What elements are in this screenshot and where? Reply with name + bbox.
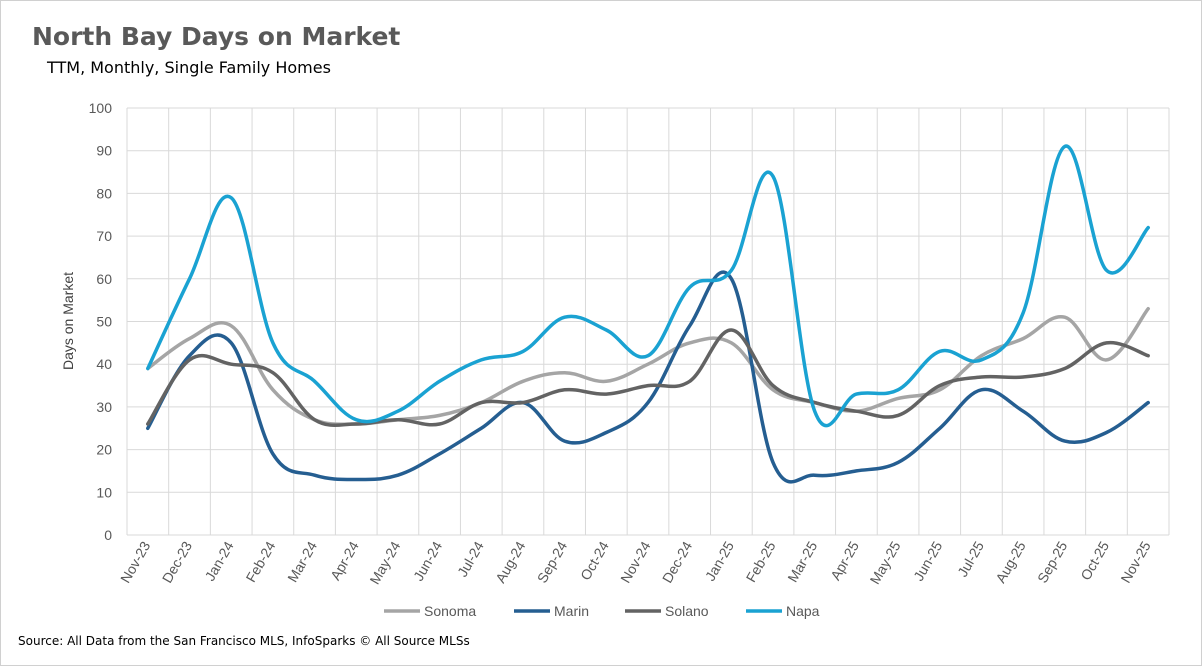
y-tick-label: 30: [96, 399, 112, 415]
x-tick-label: Jan-25: [702, 538, 737, 583]
x-tick-label: Jul-24: [454, 538, 487, 579]
x-tick-label: Jan-24: [202, 538, 237, 583]
series-line-napa: [146, 144, 1150, 428]
x-tick-label: Feb-24: [242, 538, 278, 585]
legend-item-sonoma: Sonoma: [384, 603, 476, 619]
x-tick-label: Dec-23: [159, 538, 196, 585]
legend: Sonoma Marin Solano Napa: [384, 603, 820, 619]
legend-item-napa: Napa: [746, 603, 820, 619]
x-tick-label: Aug-24: [492, 538, 529, 585]
x-tick-label: Nov-25: [1117, 538, 1154, 585]
y-tick-label: 40: [96, 356, 112, 372]
series-lines: [146, 144, 1150, 484]
x-tick-label: Sep-25: [1034, 538, 1071, 585]
x-tick-label: Apr-24: [327, 538, 362, 583]
x-tick-label: Nov-24: [617, 538, 654, 585]
x-tick-label: Nov-23: [117, 538, 154, 585]
y-axis-title: Days on Market: [60, 272, 76, 370]
legend-label: Napa: [786, 603, 820, 619]
source-note: Source: All Data from the San Francisco …: [18, 634, 470, 648]
y-tick-label: 70: [96, 228, 112, 244]
y-tick-label: 90: [96, 143, 112, 159]
x-tick-label: Mar-24: [284, 538, 320, 585]
y-tick-label: 50: [96, 314, 112, 330]
y-tick-label: 20: [96, 442, 112, 458]
x-tick-label: Dec-24: [659, 538, 696, 585]
x-tick-label: Oct-24: [577, 538, 612, 583]
x-tick-label: Jun-25: [910, 538, 945, 583]
x-tick-label: Jul-25: [954, 538, 987, 579]
x-tick-label: Oct-25: [1077, 538, 1112, 583]
x-tick-label: Feb-25: [743, 538, 779, 585]
x-tick-label: Jun-24: [410, 538, 445, 583]
x-tick-label: Apr-25: [827, 538, 862, 583]
x-tick-label: Sep-24: [534, 538, 571, 585]
legend-item-marin: Marin: [514, 603, 589, 619]
y-tick-label: 10: [96, 484, 112, 500]
series-line-solano: [146, 328, 1150, 428]
legend-item-solano: Solano: [625, 603, 709, 619]
chart-subtitle: TTM, Monthly, Single Family Homes: [47, 58, 331, 77]
legend-label: Solano: [665, 603, 709, 619]
y-tick-label: 80: [96, 185, 112, 201]
x-tick-label: May-24: [366, 538, 403, 587]
legend-label: Sonoma: [424, 603, 476, 619]
chart-title: North Bay Days on Market: [32, 22, 401, 51]
series-line-marin: [146, 270, 1150, 484]
y-tick-label: 100: [89, 100, 113, 116]
x-tick-label: Aug-25: [992, 538, 1029, 585]
gridlines: [126, 107, 1170, 536]
x-tick-label: Mar-25: [784, 538, 820, 585]
legend-label: Marin: [554, 603, 589, 619]
y-tick-label: 0: [104, 527, 112, 543]
y-tick-label: 60: [96, 271, 112, 287]
x-tick-label: May-25: [866, 538, 903, 587]
